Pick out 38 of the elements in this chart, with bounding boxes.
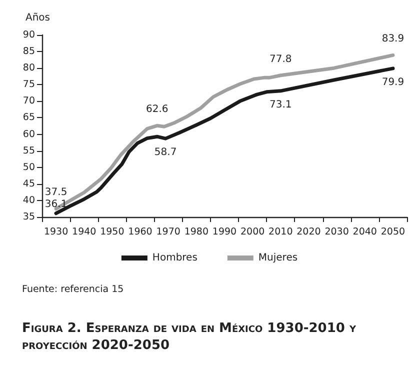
- text: Figura 2. Esperanza de vida en México 1930-2010 y proyección 2020-2050: [22, 320, 357, 354]
- x-tick-label: 2020: [296, 226, 321, 238]
- x-tick-label: 1950: [100, 226, 124, 238]
- annotation: 77.8: [270, 54, 292, 65]
- x-tick-label: 1980: [184, 226, 209, 238]
- x-tick-label: 1940: [72, 226, 96, 238]
- annotation: 62.6: [146, 104, 168, 116]
- annotation: 36.1: [44, 198, 68, 210]
- y-tick-label: 45: [22, 178, 35, 190]
- x-tick-label: 1930: [44, 226, 68, 238]
- annotation: 83.9: [382, 34, 404, 45]
- x-tick-label: 1960: [128, 226, 152, 238]
- x-tick-label: 2010: [268, 226, 293, 238]
- y-tick-label: 40: [22, 194, 35, 206]
- legend-label: Mujeres: [258, 252, 298, 264]
- x-tick-label: 1970: [156, 226, 180, 238]
- y-tick-label: 80: [22, 62, 35, 74]
- y-tick-label: 85: [22, 46, 35, 58]
- annotation: 37.5: [44, 187, 68, 198]
- source-note: Fuente: referencia 15: [22, 284, 124, 295]
- y-tick-label: 90: [22, 30, 35, 40]
- x-tick-label: 2050: [380, 226, 406, 238]
- legend-label: Hombres: [152, 252, 198, 264]
- annotation: 79.9: [382, 76, 404, 88]
- x-tick-label: 2040: [352, 226, 377, 238]
- y-axis-title: Años: [25, 12, 50, 24]
- y-tick-label: 65: [22, 112, 35, 124]
- y-tick-label: 35: [22, 212, 35, 222]
- annotation: 58.7: [154, 147, 177, 158]
- x-tick-label: 2000: [240, 226, 265, 238]
- y-tick-label: 75: [22, 79, 35, 90]
- x-tick-label: 1990: [212, 226, 237, 238]
- y-tick-label: 55: [22, 145, 35, 156]
- y-tick-label: 70: [22, 96, 35, 107]
- annotation: 73.1: [270, 99, 292, 110]
- y-tick-label: 50: [22, 162, 35, 173]
- x-tick-label: 2030: [324, 226, 349, 238]
- y-tick-label: 60: [22, 128, 35, 140]
